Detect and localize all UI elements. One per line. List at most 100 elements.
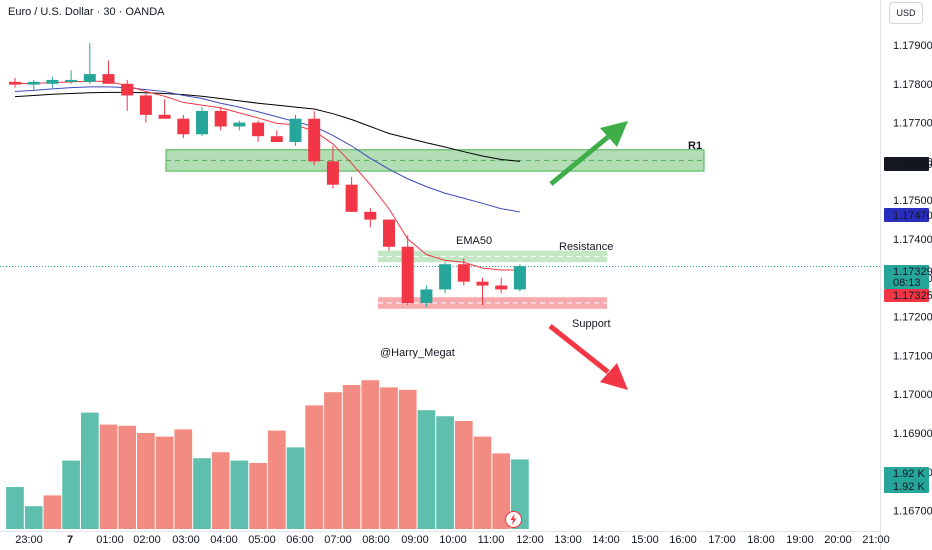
x-tick-label: 21:00 bbox=[862, 534, 890, 546]
currency-button[interactable]: USD bbox=[889, 2, 923, 24]
x-tick-label: 23:00 bbox=[15, 534, 43, 546]
candle-body bbox=[196, 110, 208, 135]
y-tick-label: 1.16700 bbox=[893, 506, 932, 518]
bid-price-badge bbox=[884, 289, 929, 302]
x-tick-label: 03:00 bbox=[172, 534, 200, 546]
lightning-icon[interactable] bbox=[505, 511, 522, 528]
volume-bar bbox=[6, 487, 24, 529]
candle-body bbox=[270, 136, 283, 142]
ema50-label: EMA50 bbox=[456, 235, 492, 247]
x-tick-label: 19:00 bbox=[786, 534, 814, 546]
candle-body bbox=[457, 264, 470, 282]
volume-bar bbox=[286, 447, 305, 529]
candle-body bbox=[158, 114, 171, 119]
countdown-text: 08:13 bbox=[893, 277, 921, 289]
candle-body bbox=[252, 122, 265, 137]
volume-bar bbox=[193, 458, 211, 529]
volume-bar bbox=[155, 436, 174, 529]
volume-bar bbox=[211, 452, 230, 529]
volume-bar bbox=[342, 385, 361, 529]
ema-navy-line bbox=[14, 86, 520, 213]
volume-bar bbox=[361, 380, 380, 529]
volume-bar bbox=[230, 460, 249, 529]
y-tick-label: 1.17000 bbox=[893, 389, 932, 401]
candle-body bbox=[177, 118, 190, 135]
volume-text-a: 1.92 K bbox=[893, 468, 925, 480]
volume-badge-a bbox=[884, 467, 929, 480]
candle-body bbox=[420, 289, 433, 304]
candle-body bbox=[383, 219, 395, 247]
x-tick-label: 14:00 bbox=[592, 534, 620, 546]
candle-body bbox=[439, 264, 452, 290]
y-tick-label: 1.17800 bbox=[893, 79, 932, 91]
volume-bar bbox=[249, 463, 267, 529]
candle-body bbox=[289, 118, 302, 142]
volume-bar bbox=[80, 412, 99, 529]
candle-body bbox=[27, 81, 40, 85]
volume-bar bbox=[417, 410, 436, 529]
y-tick-label: 1.17200 bbox=[893, 312, 932, 324]
x-tick-label: 11:00 bbox=[478, 534, 505, 546]
candle-body bbox=[476, 281, 489, 286]
r1-zone bbox=[165, 149, 705, 172]
y-tick-label: 1.17700 bbox=[893, 118, 932, 130]
support-zone bbox=[378, 297, 607, 309]
x-tick-label: 07:00 bbox=[324, 534, 352, 546]
candle-body bbox=[495, 285, 508, 290]
x-tick-label: 01:00 bbox=[96, 534, 124, 546]
x-tick-label: 17:00 bbox=[708, 534, 736, 546]
volume-bar bbox=[473, 436, 492, 529]
candle-body bbox=[65, 79, 78, 82]
volume-bar bbox=[492, 453, 511, 529]
up-arrow-head bbox=[600, 121, 628, 147]
x-tick-label: 15:00 bbox=[631, 534, 659, 546]
x-tick-label: 09:00 bbox=[401, 534, 429, 546]
volume-bar bbox=[454, 421, 473, 529]
x-tick-label: 20:00 bbox=[824, 534, 852, 546]
support-label: Support bbox=[572, 318, 611, 330]
volume-bar bbox=[24, 506, 43, 529]
ema-red-line bbox=[14, 80, 520, 271]
y-tick-label: 1.17900 bbox=[893, 40, 932, 52]
chart-title: Euro / U.S. Dollar · 30 · OANDA bbox=[8, 6, 165, 18]
volume-bar bbox=[118, 425, 137, 529]
r1-price-badge bbox=[884, 157, 929, 171]
volume-bar bbox=[324, 392, 342, 529]
x-tick-label: 7 bbox=[67, 534, 73, 546]
y-tick-label: 1.17500 bbox=[893, 195, 932, 207]
ema-price-text: 1.17470 bbox=[893, 210, 932, 222]
candle-body bbox=[9, 81, 21, 85]
volume-bar bbox=[99, 424, 118, 529]
volume-badge-b bbox=[884, 480, 929, 493]
down-arrow-head bbox=[600, 363, 628, 390]
last-price-text: 1.17329 bbox=[893, 266, 932, 278]
x-tick-label: 08:00 bbox=[362, 534, 390, 546]
r1-label: R1 bbox=[688, 140, 702, 152]
last-price-badge bbox=[884, 265, 929, 289]
up-arrow-shaft bbox=[549, 135, 610, 186]
ema-black-line bbox=[14, 91, 520, 162]
candle-body bbox=[139, 95, 152, 115]
volume-bar bbox=[267, 430, 286, 529]
volume-bar bbox=[62, 460, 80, 529]
x-tick-label: 16:00 bbox=[669, 534, 697, 546]
resistance-zone bbox=[378, 250, 607, 263]
candle-body bbox=[326, 161, 339, 185]
volume-bar bbox=[174, 429, 193, 529]
x-tick-label: 02:00 bbox=[133, 534, 161, 546]
x-tick-label: 06:00 bbox=[286, 534, 314, 546]
volume-bar bbox=[137, 433, 155, 529]
volume-text-b: 1.92 K bbox=[893, 481, 925, 493]
ema-price-badge bbox=[884, 208, 929, 222]
volume-bar bbox=[380, 387, 398, 529]
candle-body bbox=[233, 122, 246, 127]
candle-body bbox=[513, 266, 526, 290]
x-tick-label: 18:00 bbox=[747, 534, 775, 546]
watermark-text: @Harry_Megat bbox=[380, 347, 455, 359]
volume-bar bbox=[305, 405, 324, 529]
candle-body bbox=[214, 110, 227, 127]
bid-price-text: 1.17325 bbox=[893, 290, 932, 302]
x-tick-label: 13:00 bbox=[554, 534, 582, 546]
